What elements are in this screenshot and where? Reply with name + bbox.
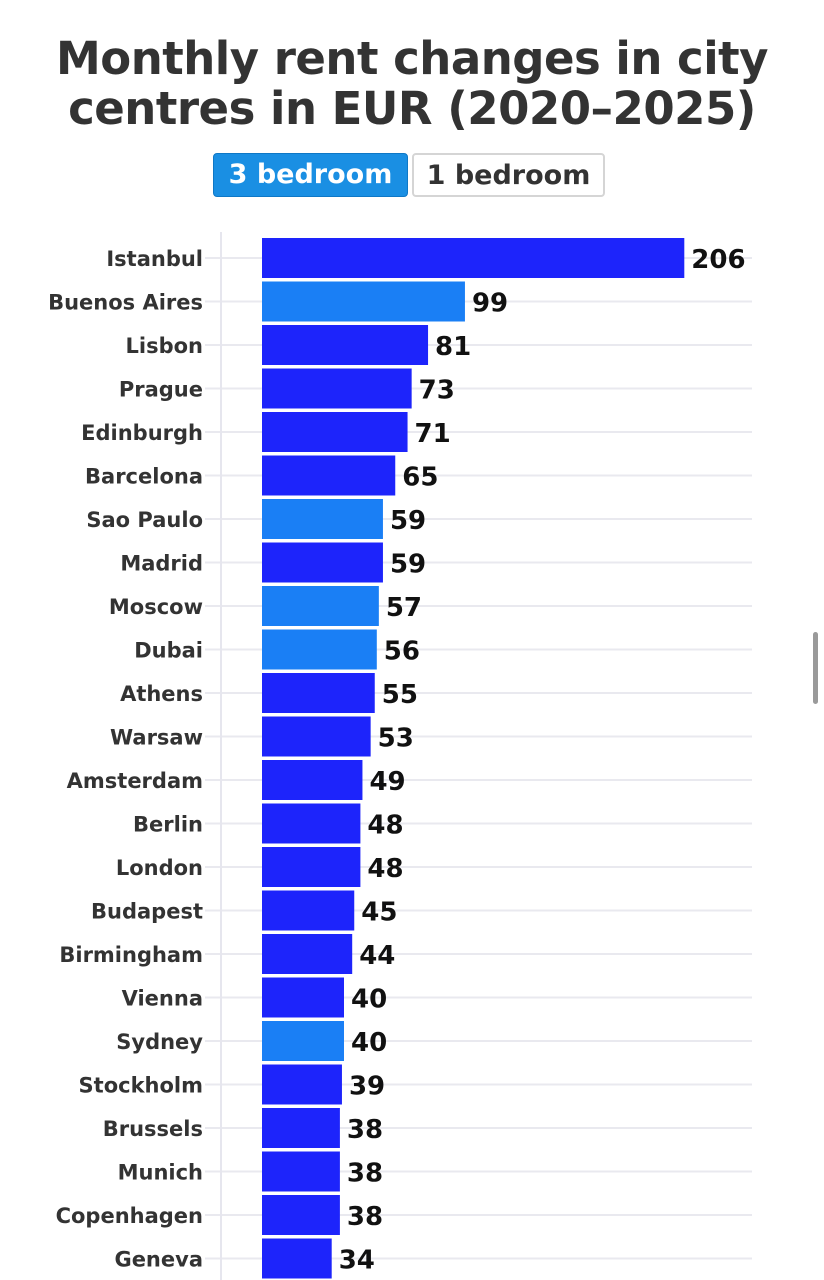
bar-copenhagen[interactable] — [262, 1195, 340, 1235]
value-label: 59 — [390, 550, 426, 580]
value-label: 34 — [339, 1246, 375, 1276]
bar-edinburgh[interactable] — [262, 412, 408, 452]
bar-stockholm[interactable] — [262, 1064, 342, 1105]
bar-berlin[interactable] — [262, 803, 361, 844]
bedroom-toggle: 3 bedroom 1 bedroom — [213, 153, 605, 197]
category-label: Dubai — [134, 639, 203, 663]
value-label: 38 — [347, 1202, 383, 1232]
category-label: Birmingham — [59, 943, 203, 967]
value-label: 40 — [351, 1028, 387, 1058]
bar-lisbon[interactable] — [262, 325, 429, 365]
bar-buenos-aires[interactable] — [262, 281, 465, 322]
bar-vienna[interactable] — [262, 977, 344, 1018]
chart-title: Monthly rent changes in city centres in … — [0, 34, 824, 134]
category-label: Brussels — [103, 1117, 203, 1141]
value-label: 65 — [402, 463, 438, 493]
bar-amsterdam[interactable] — [262, 760, 363, 800]
bar-madrid[interactable] — [262, 542, 383, 583]
bar-budapest[interactable] — [262, 890, 355, 931]
value-label: 57 — [386, 593, 422, 623]
bar-warsaw[interactable] — [262, 716, 371, 757]
chart-title-line-1: Monthly rent changes in city — [56, 32, 769, 85]
bar-munich[interactable] — [262, 1151, 340, 1192]
category-label: Budapest — [91, 900, 203, 924]
value-label: 49 — [369, 767, 405, 797]
bar-london[interactable] — [262, 847, 361, 887]
bar-dubai[interactable] — [262, 629, 377, 670]
value-label: 45 — [361, 898, 397, 928]
category-label: Vienna — [122, 987, 203, 1011]
bar-birmingham[interactable] — [262, 934, 353, 974]
value-label: 55 — [382, 680, 418, 710]
bar-istanbul[interactable] — [262, 238, 685, 278]
value-label: 40 — [351, 985, 387, 1015]
bars — [262, 238, 685, 1279]
value-label: 38 — [347, 1159, 383, 1189]
bar-athens[interactable] — [262, 673, 375, 713]
category-label: Sao Paulo — [86, 508, 203, 532]
category-label: Berlin — [133, 813, 203, 837]
category-labels: Istanbul Buenos Aires Lisbon Prague Edinburg… — [48, 247, 203, 1272]
value-label: 53 — [378, 724, 414, 754]
scrollbar[interactable] — [813, 632, 818, 704]
value-label: 48 — [367, 811, 403, 841]
category-label: Athens — [120, 682, 203, 706]
bar-barcelona[interactable] — [262, 455, 396, 496]
category-label: Edinburgh — [81, 421, 203, 445]
bar-sydney[interactable] — [262, 1021, 344, 1061]
category-label: Geneva — [114, 1248, 203, 1272]
value-label: 56 — [384, 637, 420, 667]
category-label: Stockholm — [79, 1074, 203, 1098]
value-label: 59 — [390, 506, 426, 536]
category-label: Buenos Aires — [48, 291, 203, 315]
value-label: 99 — [472, 289, 508, 319]
bar-sao-paulo[interactable] — [262, 499, 383, 539]
bar-brussels[interactable] — [262, 1108, 340, 1148]
value-label: 206 — [691, 245, 745, 275]
category-label: Sydney — [116, 1030, 203, 1054]
category-label: Moscow — [109, 595, 203, 619]
bar-moscow[interactable] — [262, 586, 379, 626]
value-label: 81 — [435, 332, 471, 362]
category-label: Lisbon — [126, 334, 204, 358]
value-label: 39 — [349, 1072, 385, 1102]
category-label: Madrid — [120, 552, 203, 576]
tab-3-bedroom[interactable]: 3 bedroom — [213, 153, 408, 197]
category-label: Warsaw — [110, 726, 203, 750]
value-label: 48 — [367, 854, 403, 884]
bar-geneva[interactable] — [262, 1238, 332, 1279]
category-label: Amsterdam — [67, 769, 203, 793]
chart-title-line-2: centres in EUR (2020–2025) — [68, 82, 756, 135]
category-label: Munich — [118, 1161, 203, 1185]
value-label: 73 — [419, 376, 455, 406]
category-label: London — [116, 856, 203, 880]
category-label: Copenhagen — [56, 1204, 203, 1228]
category-label: Prague — [119, 378, 203, 402]
value-label: 38 — [347, 1115, 383, 1145]
tab-1-bedroom[interactable]: 1 bedroom — [412, 153, 605, 197]
category-label: Barcelona — [85, 465, 203, 489]
value-label: 71 — [415, 419, 451, 449]
category-label: Istanbul — [106, 247, 203, 271]
value-label: 44 — [359, 941, 395, 971]
bar-prague[interactable] — [262, 368, 412, 409]
